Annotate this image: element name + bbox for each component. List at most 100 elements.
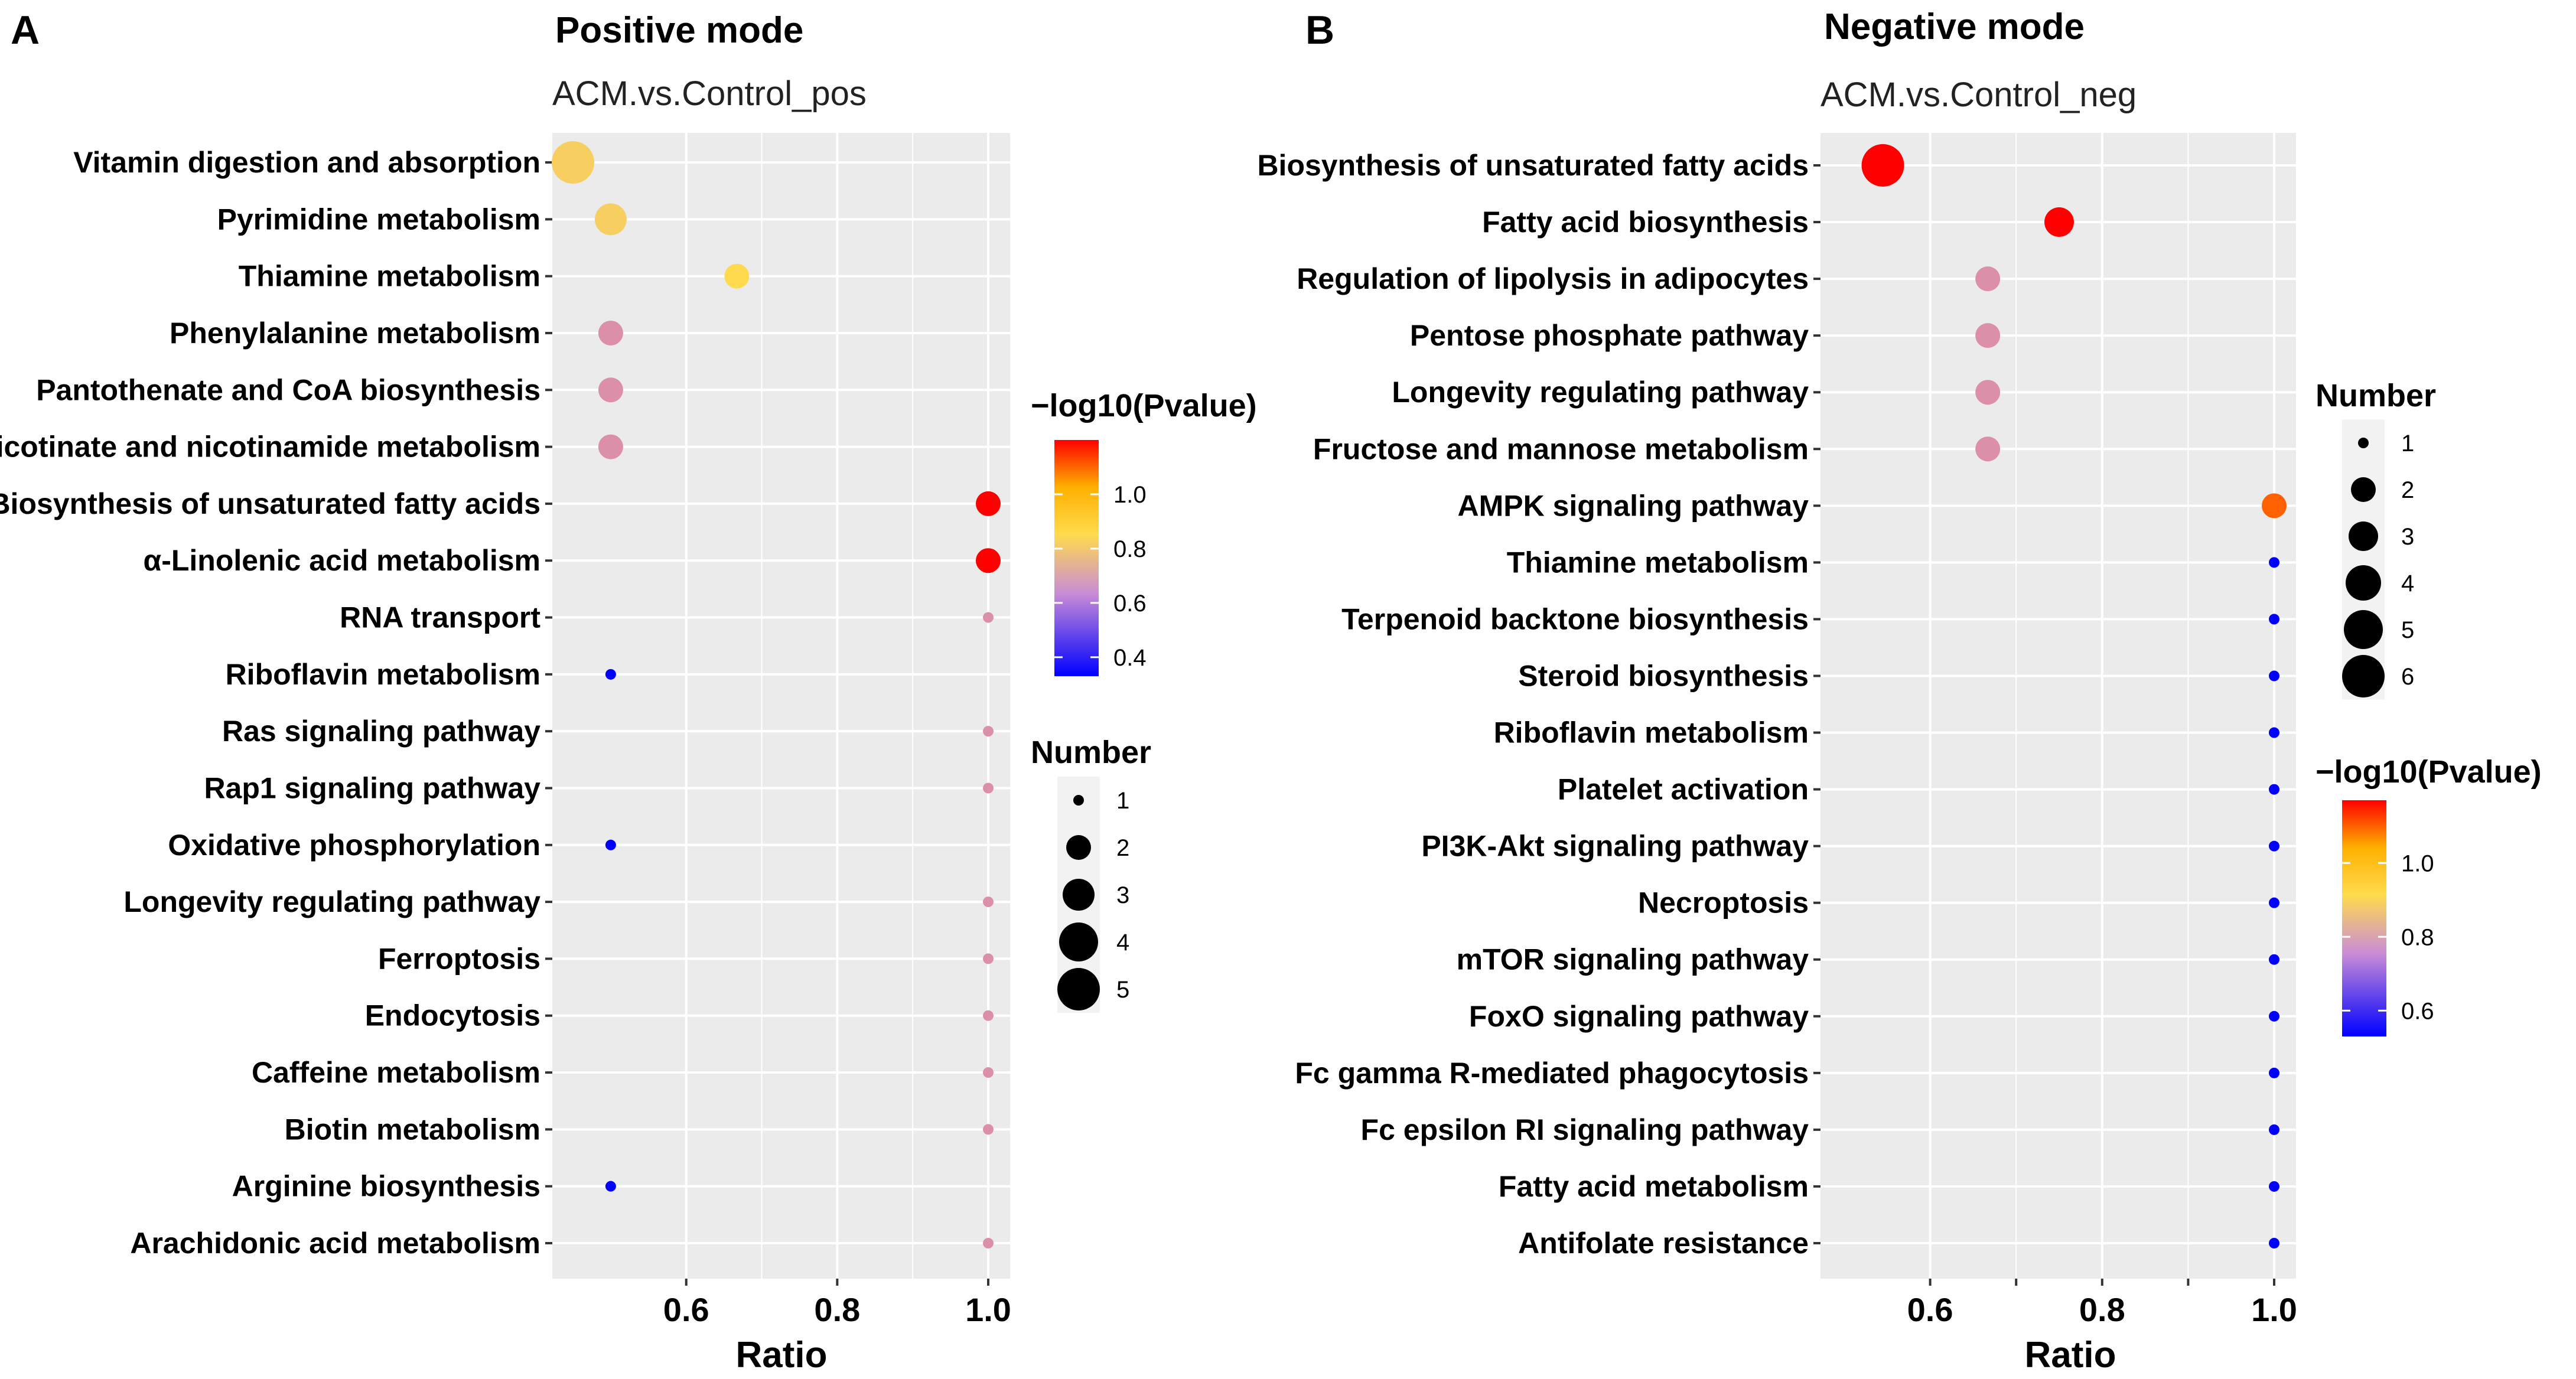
size-key-label: 3 — [2401, 524, 2414, 550]
data-point — [1975, 323, 2001, 348]
category-label: Endocytosis — [365, 999, 540, 1032]
panel-b-color-bar — [2342, 800, 2386, 1036]
panel-b-size-legend-title: Number — [2316, 378, 2436, 413]
size-key-dot — [1073, 795, 1084, 806]
panel-b-color-ticks: 0.6 0.8 1.0 — [2342, 850, 2434, 1024]
panel-b-x-axis-title: Ratio — [2025, 1335, 2116, 1375]
category-label: Ferroptosis — [378, 942, 540, 975]
panel-b-plot-background — [1821, 133, 2296, 1279]
data-point — [2269, 1067, 2279, 1078]
category-label: FoxO signaling pathway — [1469, 1000, 1809, 1033]
data-point — [724, 263, 750, 289]
category-label: Riboflavin metabolism — [1494, 716, 1809, 749]
data-point — [2269, 727, 2279, 738]
panel-a-points — [552, 141, 1001, 1248]
size-key-label: 5 — [1116, 977, 1129, 1003]
category-label: Ras signaling pathway — [222, 715, 540, 748]
panel-a-x-axis-title: Ratio — [736, 1335, 828, 1375]
data-point — [552, 141, 594, 184]
category-label: Fructose and mannose metabolism — [1313, 432, 1809, 465]
category-label: Phenylalanine metabolism — [170, 317, 540, 350]
size-key-label: 4 — [1116, 930, 1129, 956]
color-tick-label: 0.4 — [1113, 645, 1147, 671]
size-key-dot — [1059, 922, 1098, 961]
color-tick-label: 0.6 — [2401, 998, 2434, 1024]
size-key-label: 6 — [2401, 664, 2414, 690]
data-point — [983, 1067, 994, 1078]
category-label: PI3K-Akt signaling pathway — [1421, 830, 1809, 863]
x-tick-label: 1.0 — [2251, 1291, 2297, 1328]
category-label: Arginine biosynthesis — [232, 1170, 540, 1203]
category-label: Fatty acid biosynthesis — [1482, 206, 1809, 239]
category-label: Arachidonic acid metabolism — [130, 1227, 540, 1260]
panel-a-color-legend-title: −log10(Pvalue) — [1031, 388, 1257, 423]
panel-b-letter: B — [1305, 8, 1334, 53]
data-point — [2269, 784, 2279, 795]
x-tick-label: 0.8 — [2079, 1291, 2125, 1328]
data-point — [2269, 1238, 2279, 1248]
panel-a-category-labels: Vitamin digestion and absorption Pyrimidi… — [0, 146, 552, 1260]
data-point — [1861, 144, 1904, 187]
size-key-label: 1 — [1116, 788, 1129, 814]
data-point — [2269, 1181, 2279, 1192]
panel-b-points — [1861, 144, 2287, 1248]
x-tick-label: 0.6 — [1907, 1291, 1953, 1328]
panel-a-letter: A — [11, 8, 40, 53]
category-label: Pantothenate and CoA biosynthesis — [36, 373, 540, 406]
data-point — [983, 1238, 994, 1248]
data-point — [598, 377, 623, 403]
data-point — [598, 434, 623, 459]
category-label: α-Linolenic acid metabolism — [143, 544, 540, 577]
category-label: RNA transport — [340, 601, 540, 634]
category-label: Longevity regulating pathway — [123, 885, 540, 918]
panel-b-x-ticks: 0.6 0.8 1.0 — [1907, 1279, 2297, 1328]
size-key-dot — [2342, 655, 2385, 697]
category-label: Longevity regulating pathway — [1392, 376, 1809, 409]
category-label: Regulation of lipolysis in adipocytes — [1297, 262, 1809, 295]
panel-b-gridlines — [1821, 133, 2296, 1279]
data-point — [605, 1181, 616, 1192]
data-point — [2269, 1124, 2279, 1135]
color-tick-label: 0.8 — [1113, 536, 1147, 562]
category-label: Fc gamma R-mediated phagocytosis — [1295, 1057, 1809, 1090]
data-point — [2269, 954, 2279, 965]
category-label: Steroid biosynthesis — [1518, 659, 1809, 692]
data-point — [2262, 493, 2287, 519]
category-label: Pyrimidine metabolism — [217, 203, 540, 236]
category-label: Vitamin digestion and absorption — [73, 146, 540, 179]
data-point — [1975, 380, 2001, 405]
size-key-dot — [1063, 879, 1095, 911]
data-point — [983, 726, 994, 737]
category-label: Biotin metabolism — [285, 1113, 540, 1146]
data-point — [2044, 207, 2074, 237]
panel-a: A Positive mode ACM.vs.Control_pos Vitam… — [0, 8, 1257, 1375]
panel-a-subtitle: ACM.vs.Control_pos — [552, 74, 867, 113]
data-point — [983, 1124, 994, 1135]
category-label: Riboflavin metabolism — [226, 658, 540, 691]
panel-a-gridlines — [552, 133, 1010, 1279]
panel-b-subtitle: ACM.vs.Control_neg — [1821, 76, 2137, 114]
panel-a-color-ticks: 0.4 0.6 0.8 1.0 — [1054, 482, 1147, 671]
panel-b-category-labels: Biosynthesis of unsaturated fatty acids F… — [1257, 149, 1821, 1260]
category-label: Thiamine metabolism — [1507, 546, 1809, 579]
category-label: Fatty acid metabolism — [1499, 1170, 1809, 1203]
category-label: AMPK signaling pathway — [1457, 489, 1809, 522]
size-key-dot — [2349, 521, 2378, 551]
size-key-dot — [2351, 477, 2376, 502]
data-point — [598, 320, 623, 345]
category-label: Oxidative phosphorylation — [168, 829, 540, 862]
size-key-label: 5 — [2401, 617, 2414, 643]
panel-b-size-legend: 1 2 3 4 5 6 — [2342, 419, 2414, 700]
data-point — [2269, 670, 2279, 682]
category-label: Pentose phosphate pathway — [1410, 319, 1809, 352]
x-tick-label: 0.8 — [814, 1291, 860, 1328]
size-key-label: 4 — [2401, 570, 2414, 596]
panel-a-color-bar — [1054, 440, 1099, 676]
panel-a-title: Positive mode — [555, 10, 803, 51]
panel-a-size-legend-title: Number — [1031, 735, 1151, 770]
size-key-label: 2 — [2401, 477, 2414, 503]
size-key-dot — [2358, 438, 2369, 448]
panel-b-color-legend-title: −log10(Pvalue) — [2316, 754, 2542, 790]
data-point — [983, 612, 994, 623]
